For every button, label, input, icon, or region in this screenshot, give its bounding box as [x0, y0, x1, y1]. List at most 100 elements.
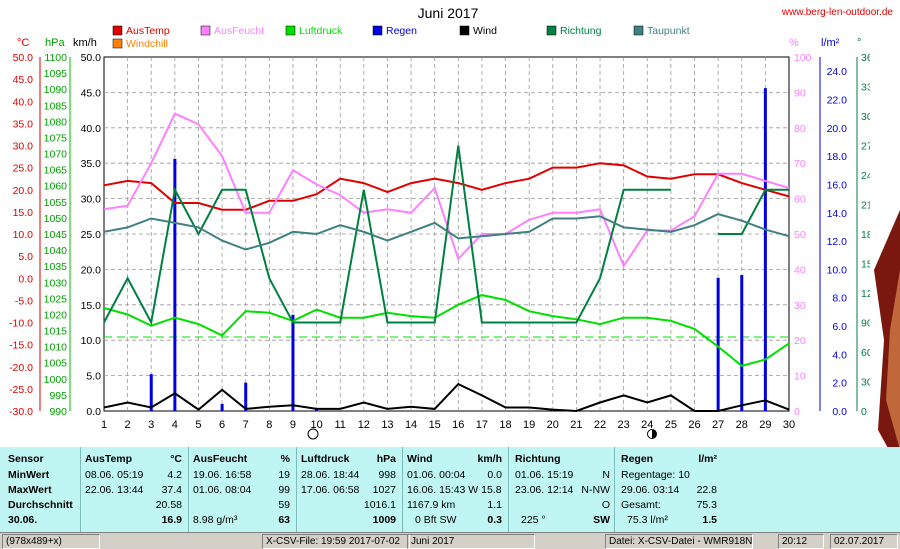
status-time: 20:12 [778, 534, 824, 549]
pressure-tick: 1095 [44, 68, 68, 80]
rain-tick: 18.0 [827, 151, 848, 163]
pressure-tick: 1075 [44, 132, 68, 144]
legend-label: AusTemp [126, 25, 170, 37]
source-url: www.berg-len-outdoor.de [781, 7, 894, 18]
richtung-day-deg: 225 ° [521, 514, 546, 526]
x-tick: 6 [219, 419, 225, 431]
row-avg-label: Durchschnitt [8, 499, 73, 511]
rain-tick: 8.0 [832, 293, 847, 305]
wind-day-bft: 0 Bft SW [415, 514, 457, 526]
rain-tick: 20.0 [827, 123, 848, 135]
regen-day-value: 1.5 [702, 514, 717, 526]
pressure-tick: 995 [49, 390, 67, 402]
humidity-tick: 60 [794, 194, 806, 206]
pressure-tick: 1015 [44, 326, 68, 338]
druck-min-time: 28.06. 18:44 [301, 469, 360, 481]
rain-bar [149, 374, 153, 411]
temp-tick: -10.0 [9, 318, 33, 330]
humidity-tick: 30 [794, 300, 806, 312]
col-regen: Regen l/m² Regentage: 10 29.06. 03:14 22… [615, 447, 723, 532]
rain-tick: 16.0 [827, 179, 848, 191]
pressure-tick: 1025 [44, 293, 68, 305]
x-tick: 15 [429, 419, 441, 431]
temp-tick: 40.0 [13, 96, 34, 108]
regen-total-value: 75.3 [696, 499, 717, 511]
richtung-max-value: N-NW [581, 484, 610, 496]
wind-unit: km/h [477, 453, 502, 465]
series-line-austemp [103, 162, 790, 211]
feucht-header: AusFeucht [193, 453, 248, 465]
humidity-tick: 100 [794, 52, 812, 64]
humidity-tick: 0 [794, 406, 800, 418]
wind-header: Wind [407, 453, 433, 465]
wind-tick: 10.0 [81, 335, 102, 347]
regen-header: Regen [621, 453, 654, 465]
pressure-tick: 990 [49, 406, 67, 418]
x-tick: 3 [148, 419, 154, 431]
legend-swatch [112, 38, 123, 49]
temp-min-value: 4.2 [167, 469, 182, 481]
x-tick: 9 [290, 419, 296, 431]
rain-bar [763, 88, 767, 411]
temp-tick: -30.0 [9, 406, 33, 418]
rain-bar [173, 158, 177, 411]
feucht-unit: % [280, 453, 290, 465]
x-tick: 26 [688, 419, 700, 431]
direction-unit-label: ° [857, 37, 861, 49]
temp-tick: 35.0 [13, 118, 34, 130]
pressure-tick: 1070 [44, 149, 68, 161]
wind-tick: 50.0 [81, 52, 102, 64]
direction-tick: 60 [861, 347, 873, 359]
series-line-ausfeucht [103, 112, 790, 269]
stats-table: Sensor MinWert MaxWert Durchschnitt 30.0… [0, 447, 900, 532]
temp-header: AusTemp [85, 453, 133, 465]
col-sensor: Sensor MinWert MaxWert Durchschnitt 30.0… [0, 447, 81, 532]
wind-avg-km: 1167.9 km [407, 499, 456, 511]
wind-tick: 35.0 [81, 158, 102, 170]
chart-series [103, 112, 790, 413]
feucht-min-time: 19.06. 16:58 [193, 469, 252, 481]
pressure-tick: 1000 [44, 374, 68, 386]
x-tick: 22 [594, 419, 606, 431]
row-min-label: MinWert [8, 469, 50, 481]
legend-swatch [200, 25, 211, 36]
feucht-avg-value: 59 [278, 499, 290, 511]
richtung-header: Richtung [515, 453, 561, 465]
x-tick: 12 [358, 419, 370, 431]
pressure-tick: 1045 [44, 229, 68, 241]
richtung-avg-value: O [601, 499, 610, 511]
legend-label: Richtung [560, 25, 602, 37]
x-tick: 19 [523, 419, 535, 431]
temp-tick: 50.0 [13, 52, 34, 64]
pressure-tick: 1085 [44, 100, 68, 112]
status-size: (978x489+x) [2, 534, 100, 549]
rain-bar [244, 382, 248, 411]
druck-header: Luftdruck [301, 453, 350, 465]
rain-tick: 6.0 [832, 321, 847, 333]
humidity-tick: 20 [794, 335, 806, 347]
pressure-tick: 1090 [44, 84, 68, 96]
pressure-tick: 1040 [44, 245, 68, 257]
col-temp: AusTemp °C 08.06. 05:19 4.2 22.06. 13:44… [81, 447, 189, 532]
temp-unit-label: °C [17, 37, 29, 49]
temp-max-time: 22.06. 13:44 [85, 484, 144, 496]
wind-tick: 0.0 [86, 406, 101, 418]
status-file: X-CSV-File: 19:59 2017-07-02 [262, 534, 410, 549]
temp-tick: -5.0 [15, 295, 33, 307]
x-tick: 30 [783, 419, 795, 431]
temp-day-value: 16.9 [161, 514, 182, 526]
col-richtung: Richtung 01.06. 15:19 N 23.06. 12:14 N-N… [509, 447, 615, 532]
x-tick: 2 [125, 419, 131, 431]
temp-tick: -20.0 [9, 362, 33, 374]
row-day-label: 30.06. [8, 514, 38, 526]
x-tick: 14 [405, 419, 417, 431]
temp-tick: -15.0 [9, 340, 33, 352]
wind-tick: 5.0 [86, 371, 101, 383]
humidity-tick: 80 [794, 123, 806, 135]
x-tick: 17 [476, 419, 488, 431]
druck-max-time: 17.06. 06:58 [301, 484, 360, 496]
col-feucht: AusFeucht % 19.06. 16:58 19 01.06. 08:04… [189, 447, 297, 532]
rain-tick: 0.0 [832, 406, 847, 418]
wind-tick: 30.0 [81, 194, 102, 206]
regen-max-value: 22.8 [696, 484, 717, 496]
